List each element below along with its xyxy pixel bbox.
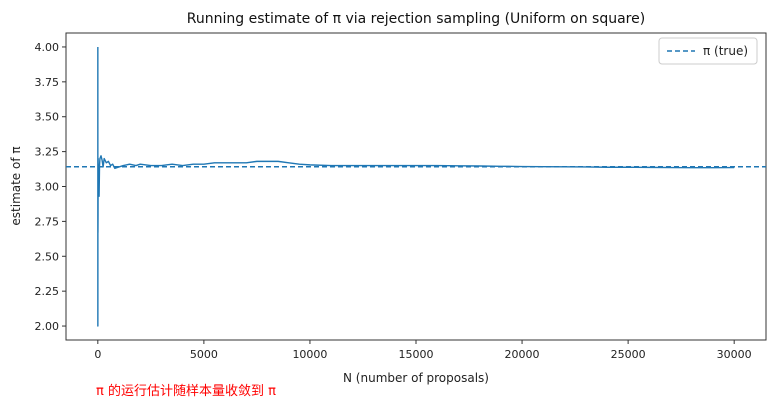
plot-frame [65,32,767,341]
x-axis-label: N (number of proposals) [343,371,489,385]
x-axis: 0 5000 10000 15000 20000 25000 30000 [94,340,752,361]
x-tick-label: 15000 [399,348,434,361]
x-tick-label: 10000 [292,348,327,361]
legend-label-true-pi: π (true) [703,44,748,58]
legend-box [658,37,758,65]
y-tick-label: 2.25 [35,285,60,298]
y-tick-label: 3.25 [35,146,60,159]
x-tick-label: 30000 [717,348,752,361]
y-tick-label: 2.75 [35,215,60,228]
legend: π (true) [658,37,758,65]
running-estimate-line [97,46,735,327]
y-tick-label: 3.75 [35,76,60,89]
chart-annotation: π 的运行估计随样本量收敛到 π [96,383,276,399]
y-tick-label: 4.00 [35,41,60,54]
y-axis-label: estimate of π [9,146,23,225]
y-tick-label: 3.50 [35,111,60,124]
y-tick-label: 3.00 [35,181,60,194]
x-tick-label: 0 [94,348,101,361]
x-tick-label: 25000 [611,348,646,361]
y-tick-label: 2.50 [35,250,60,263]
y-tick-label: 2.00 [35,320,60,333]
x-tick-label: 5000 [190,348,218,361]
x-tick-label: 20000 [505,348,540,361]
chart-title: Running estimate of π via rejection samp… [187,11,645,27]
plot-area [65,32,767,341]
y-axis: 2.00 2.25 2.50 2.75 3.00 3.25 3.50 3.75 4.00 [35,41,66,333]
